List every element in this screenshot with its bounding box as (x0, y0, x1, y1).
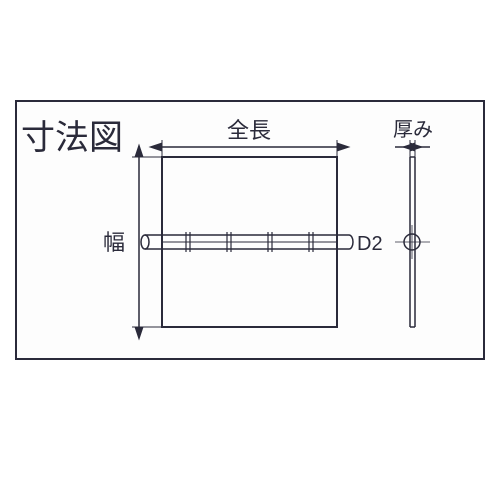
dim-thickness: 厚み (393, 119, 433, 157)
dim-d2: D2 (357, 233, 383, 255)
label-thickness: 厚み (393, 119, 433, 141)
label-d2: D2 (357, 233, 383, 255)
label-width: 幅 (103, 230, 125, 255)
dim-overall-length: 全長 (162, 118, 337, 157)
dimension-drawing: 全長 幅 D2 (17, 102, 487, 362)
label-overall-length: 全長 (227, 118, 271, 143)
front-view (141, 157, 353, 327)
side-view (395, 157, 430, 327)
diagram-canvas: 寸法図 (0, 0, 500, 500)
dim-width: 幅 (103, 157, 162, 327)
diagram-frame: 寸法図 (15, 100, 485, 360)
